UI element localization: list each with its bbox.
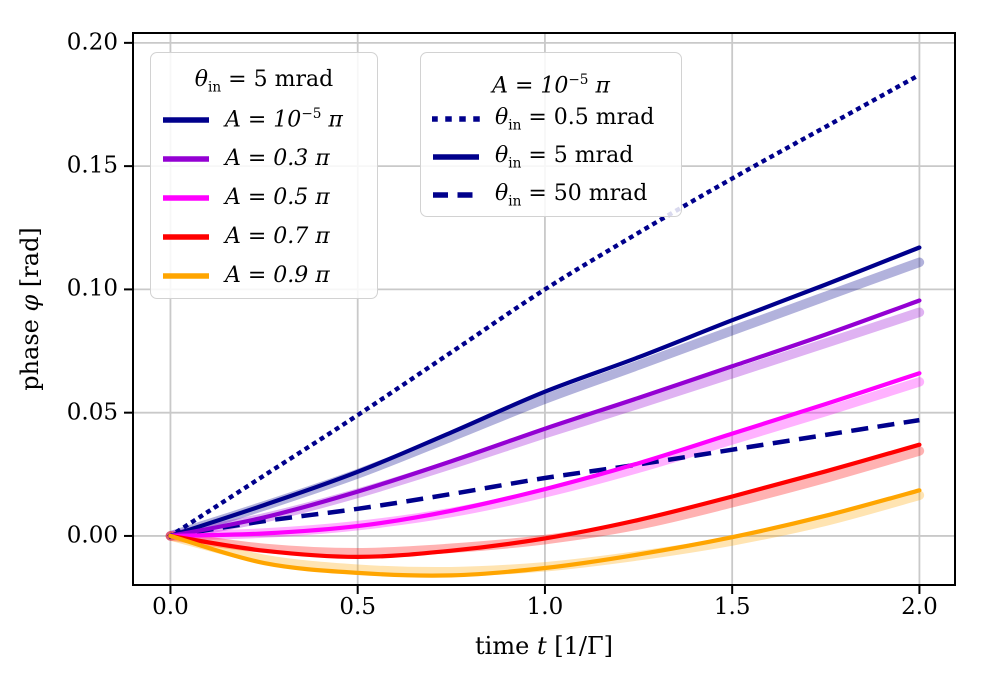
legend-angle-title: A = 10−5 π bbox=[421, 58, 681, 100]
theta-subscript: in bbox=[508, 155, 522, 172]
legend-item-amplitude-0.9pi: A = 0.9 π bbox=[151, 256, 377, 295]
line-sample-orange-solid bbox=[163, 272, 209, 279]
label-pre: A = 0.3 bbox=[225, 146, 309, 171]
label-post: π bbox=[308, 146, 330, 171]
legend-item-label: A = 0.3 π bbox=[225, 146, 330, 171]
theta-subscript: in bbox=[508, 193, 522, 210]
legend-angle-title-sup: −5 bbox=[568, 72, 589, 88]
y-axis-label: phase φ [rad] bbox=[16, 227, 44, 391]
label-post: π bbox=[308, 224, 330, 249]
theta-symbol: θ bbox=[495, 104, 509, 130]
legend-angle-title-post: π bbox=[588, 73, 610, 99]
curves-group bbox=[165, 71, 925, 578]
legend-item-label: θin = 50 mrad bbox=[495, 181, 647, 209]
label-post: π bbox=[308, 263, 330, 288]
legend-item-label: θin = 5 mrad bbox=[495, 143, 633, 171]
curve-solid-9400D3 bbox=[168, 298, 922, 538]
curve-solid-FF0000 bbox=[168, 442, 922, 560]
y-tick-label-0.20: 0.20 bbox=[66, 29, 118, 56]
label-pre: A = 0.5 bbox=[225, 185, 309, 210]
x-tick-label-0.5: 0.5 bbox=[339, 594, 376, 620]
line-sample-navy-dotted bbox=[432, 116, 480, 122]
label-post: π bbox=[308, 185, 330, 210]
legend-item-amplitude-1e-5pi: A = 10−5 π bbox=[151, 100, 377, 139]
x-axis-label-text: time bbox=[475, 632, 537, 660]
x-axis-variable: t bbox=[536, 632, 547, 660]
legend-item-label: A = 10−5 π bbox=[225, 106, 343, 132]
label-post: π bbox=[321, 107, 343, 133]
line-sample-purple-solid bbox=[163, 155, 209, 162]
theta-symbol: θ bbox=[495, 180, 509, 206]
legend-item-label: A = 0.5 π bbox=[225, 185, 330, 210]
legend-item-angle-5mrad: θin = 5 mrad bbox=[421, 138, 681, 176]
x-tick-label-2.0: 2.0 bbox=[901, 594, 938, 620]
label-text: = 50 mrad bbox=[521, 180, 648, 206]
legend-amplitude-title: θin = 5 mrad bbox=[151, 58, 377, 100]
curve-solid-00008C bbox=[168, 245, 922, 538]
label-pre: A = 10 bbox=[225, 107, 302, 133]
curve-dashed-00008C bbox=[170, 417, 920, 539]
legend-item-amplitude-0.5pi: A = 0.5 π bbox=[151, 178, 377, 217]
theta-subscript: in bbox=[508, 117, 522, 134]
legend-item-amplitude-0.3pi: A = 0.3 π bbox=[151, 139, 377, 178]
theta-symbol: θ bbox=[495, 142, 509, 168]
legend-amplitude-title-text: = 5 mrad bbox=[221, 67, 334, 92]
label-pre: A = 0.9 bbox=[225, 263, 309, 288]
y-tick-label-0.05: 0.05 bbox=[66, 399, 118, 426]
theta-subscript: in bbox=[208, 79, 222, 96]
legend-item-label: A = 0.9 π bbox=[225, 263, 330, 288]
x-axis-units: [1/Γ] bbox=[546, 632, 613, 660]
x-tick-label-1.0: 1.0 bbox=[526, 594, 564, 620]
label-text: = 0.5 mrad bbox=[521, 104, 655, 130]
y-tick-label-0.15: 0.15 bbox=[66, 152, 118, 179]
legend-item-label: A = 0.7 π bbox=[225, 224, 330, 249]
legend-angle-title-pre: A = 10 bbox=[492, 73, 569, 99]
theta-symbol: θ bbox=[194, 67, 209, 92]
curve-solid-FFA500 bbox=[168, 488, 922, 578]
legend-item-amplitude-0.7pi: A = 0.7 π bbox=[151, 217, 377, 256]
y-tick-label-0.10: 0.10 bbox=[66, 275, 118, 302]
label-sup: −5 bbox=[301, 106, 322, 123]
line-sample-magenta-solid bbox=[163, 194, 209, 201]
line-sample-navy-dashed bbox=[433, 192, 480, 198]
legend-item-label: θin = 0.5 mrad bbox=[495, 105, 654, 133]
x-tick-label-1.5: 1.5 bbox=[713, 594, 751, 620]
label-text: = 5 mrad bbox=[521, 142, 634, 168]
legend-item-angle-50mrad: θin = 50 mrad bbox=[421, 176, 681, 214]
y-axis-label-text: phase bbox=[16, 311, 44, 391]
legend-angle: A = 10−5 π θin = 0.5 mrad θin = 5 mrad θ… bbox=[420, 52, 682, 217]
legend-amplitude: θin = 5 mrad A = 10−5 π A = 0.3 π A = 0.… bbox=[150, 52, 378, 299]
line-sample-red-solid bbox=[163, 233, 209, 240]
legend-item-angle-0.5mrad: θin = 0.5 mrad bbox=[421, 100, 681, 138]
curve-solid-FF00FF bbox=[168, 371, 922, 538]
label-pre: A = 0.7 bbox=[225, 224, 309, 249]
line-sample-navy-solid bbox=[163, 116, 209, 123]
curve-dotted-00008C bbox=[167, 71, 923, 539]
y-tick-label-0.00: 0.00 bbox=[66, 522, 118, 549]
line-sample-navy-solid bbox=[433, 154, 479, 160]
x-axis-label: time t [1/Γ] bbox=[133, 632, 955, 660]
x-tick-label-0.0: 0.0 bbox=[152, 594, 189, 620]
